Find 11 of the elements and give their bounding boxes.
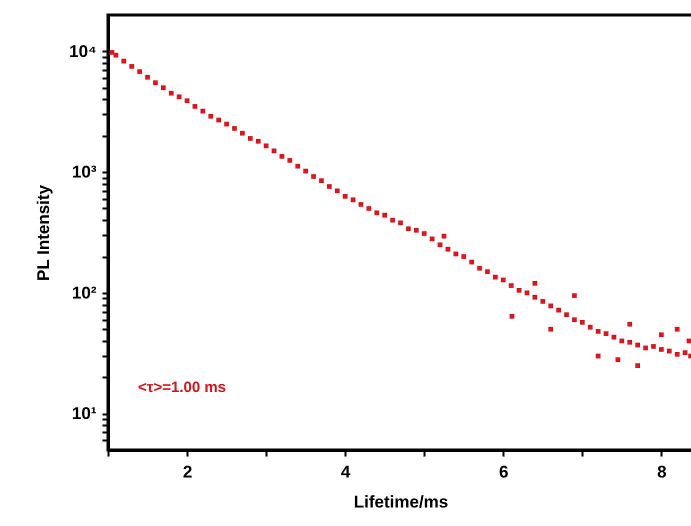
y-tick-label: 10⁴ [69,42,96,61]
annotation: <τ>=1.00 ms [138,379,226,396]
y-tick-label: 10¹ [72,404,97,424]
x-tick-label: 4 [340,462,351,482]
y-tick-label: 10² [72,283,97,302]
y-tick-label: 10³ [72,162,97,182]
y-axis-title: PL Intensity [34,184,54,282]
x-tick-label: 2 [182,462,192,482]
x-tick-label: 8 [657,462,667,482]
x-tick-label: 6 [499,462,509,482]
x-axis-title: Lifetime/ms [354,492,448,512]
